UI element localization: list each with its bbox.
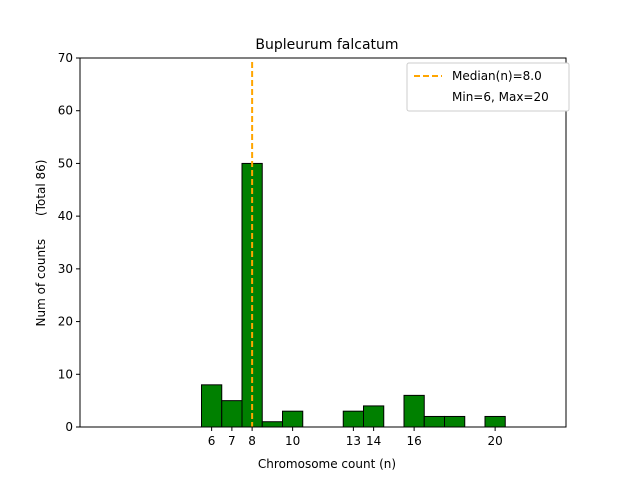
x-tick-label-16: 16: [406, 434, 421, 448]
bar-17: [423, 415, 445, 428]
bar-16: [403, 394, 425, 428]
bar-14: [363, 405, 385, 428]
y-tick-label-60: 60: [58, 104, 73, 118]
bar-6: [201, 384, 223, 428]
y-tick-label-20: 20: [58, 315, 73, 329]
y-tick-label-40: 40: [58, 209, 73, 223]
x-tick-label-10: 10: [285, 434, 300, 448]
bar-9: [261, 421, 283, 428]
y-tick-label-30: 30: [58, 262, 73, 276]
y-tick-label-0: 0: [65, 420, 73, 434]
bar-18: [444, 415, 466, 428]
legend: Median(n)=8.0 Min=6, Max=20: [406, 62, 570, 112]
legend-box: [406, 62, 570, 112]
y-axis-ticks: 0 10 20 30 40 50 60 70: [58, 51, 80, 434]
x-tick-label-8: 8: [248, 434, 256, 448]
y-tick-label-10: 10: [58, 367, 73, 381]
bar-10: [282, 410, 304, 428]
legend-median-label: Median(n)=8.0: [452, 69, 542, 83]
y-tick-label-50: 50: [58, 156, 73, 170]
legend-range-label: Min=6, Max=20: [452, 90, 549, 104]
x-axis-ticks: 6 7 8 10 13 14 16 20: [208, 427, 503, 448]
x-tick-label-7: 7: [228, 434, 236, 448]
bar-7: [221, 400, 243, 428]
y-tick-label-70: 70: [58, 51, 73, 65]
chart-title: Bupleurum falcatum: [255, 37, 398, 53]
x-axis-label: Chromosome count (n): [258, 457, 396, 471]
bar-13: [342, 410, 364, 428]
x-tick-label-14: 14: [366, 434, 381, 448]
y-axis-label: Num of counts (Total 86): [34, 160, 48, 327]
bar-20: [484, 415, 506, 428]
bars-group: [201, 162, 506, 428]
x-tick-label-20: 20: [487, 434, 502, 448]
x-tick-label-6: 6: [208, 434, 216, 448]
axes-frame: [79, 57, 567, 428]
x-tick-label-13: 13: [346, 434, 361, 448]
